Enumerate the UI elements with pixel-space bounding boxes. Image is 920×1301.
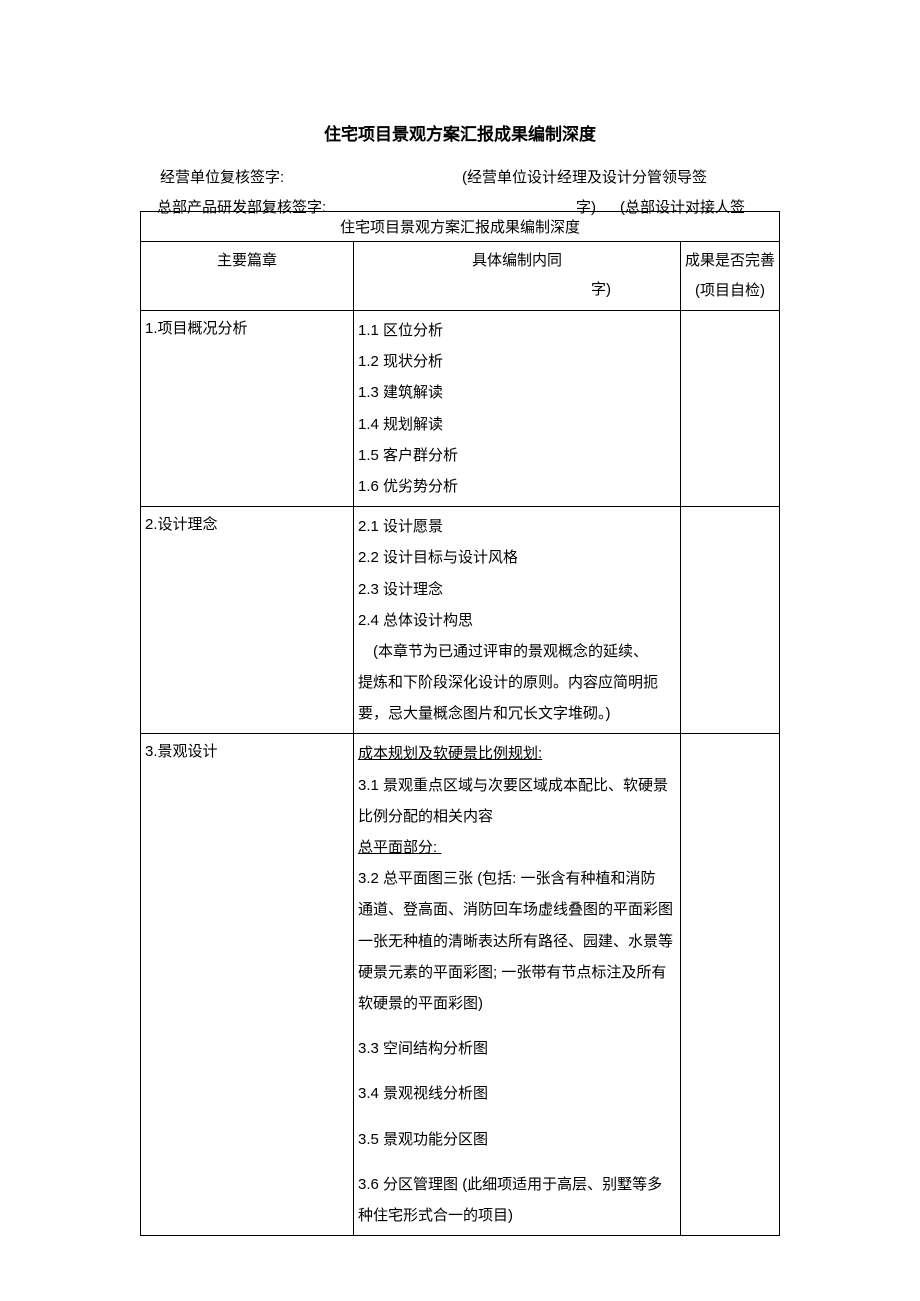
- content-line: 硬景元素的平面彩图; 一张带有节点标注及所有: [358, 957, 676, 988]
- content-line: (本章节为已通过评审的景观概念的延续、: [358, 636, 676, 667]
- table-row-check: [681, 734, 780, 1236]
- content-line: 软硬景的平面彩图): [358, 988, 676, 1019]
- content-line: 成本规划及软硬景比例规划:: [358, 738, 676, 769]
- table-row-content: 成本规划及软硬景比例规划:3.1 景观重点区域与次要区域成本配比、软硬景比例分配…: [354, 734, 681, 1236]
- table-row-content: 1.1 区位分析1.2 现状分析1.3 建筑解读1.4 规划解读1.5 客户群分…: [354, 311, 681, 507]
- content-line: 3.1 景观重点区域与次要区域成本配比、软硬景: [358, 770, 676, 801]
- document-title: 住宅项目景观方案汇报成果编制深度: [140, 120, 780, 145]
- content-line: 1.3 建筑解读: [358, 377, 676, 408]
- table-row-check: [681, 311, 780, 507]
- signature-block: 经营单位复核签字: (经营单位设计经理及设计分管领导签 总部产品研发部复核签字:…: [140, 167, 780, 211]
- content-line: 3.5 景观功能分区图: [358, 1124, 676, 1155]
- table-row-chapter: 2.设计理念: [141, 507, 354, 734]
- content-line: 3.2 总平面图三张 (包括: 一张含有种植和消防: [358, 863, 676, 894]
- content-line: 1.6 优劣势分析: [358, 471, 676, 502]
- table-row-check: [681, 507, 780, 734]
- content-line: 2.3 设计理念: [358, 574, 676, 605]
- content-line: 提炼和下阶段深化设计的原则。内容应简明扼: [358, 667, 676, 698]
- content-line: 1.1 区位分析: [358, 315, 676, 346]
- table-row-chapter: 1.项目概况分析: [141, 311, 354, 507]
- content-line: 2.2 设计目标与设计风格: [358, 542, 676, 573]
- sig-note-zi2: 字): [591, 278, 611, 299]
- table-row-chapter: 3.景观设计: [141, 734, 354, 1236]
- main-table: 住宅项目景观方案汇报成果编制深度 主要篇章 具体编制内同 成果是否完善 (项目自…: [140, 211, 780, 1236]
- content-line: 1.2 现状分析: [358, 346, 676, 377]
- content-line: 1.4 规划解读: [358, 409, 676, 440]
- content-line: 比例分配的相关内容: [358, 801, 676, 832]
- content-line: 3.4 景观视线分析图: [358, 1078, 676, 1109]
- content-line: 一张无种植的清晰表达所有路径、园建、水景等: [358, 926, 676, 957]
- sig-operating-unit-note: (经营单位设计经理及设计分管领导签: [462, 167, 707, 190]
- header-content: 具体编制内同: [354, 242, 681, 311]
- table-title: 住宅项目景观方案汇报成果编制深度: [141, 212, 780, 242]
- content-line: 总平面部分:: [358, 832, 676, 863]
- header-chapter: 主要篇章: [141, 242, 354, 311]
- content-line: 要，忌大量概念图片和冗长文字堆砌。): [358, 698, 676, 729]
- sig-operating-unit-label: 经营单位复核签字:: [160, 167, 284, 190]
- header-check-l1: 成果是否完善: [685, 252, 775, 269]
- content-line: 2.4 总体设计构思: [358, 605, 676, 636]
- header-check-l2: (项目自检): [695, 282, 765, 299]
- header-check: 成果是否完善 (项目自检): [681, 242, 780, 311]
- content-line: 通道、登高面、消防回车场虚线叠图的平面彩图: [358, 894, 676, 925]
- content-line: 1.5 客户群分析: [358, 440, 676, 471]
- content-line: 2.1 设计愿景: [358, 511, 676, 542]
- table-row-content: 2.1 设计愿景2.2 设计目标与设计风格2.3 设计理念2.4 总体设计构思 …: [354, 507, 681, 734]
- content-line: 3.3 空间结构分析图: [358, 1033, 676, 1064]
- content-line: 3.6 分区管理图 (此细项适用于高层、别墅等多: [358, 1169, 676, 1200]
- content-line: 种住宅形式合一的项目): [358, 1200, 676, 1231]
